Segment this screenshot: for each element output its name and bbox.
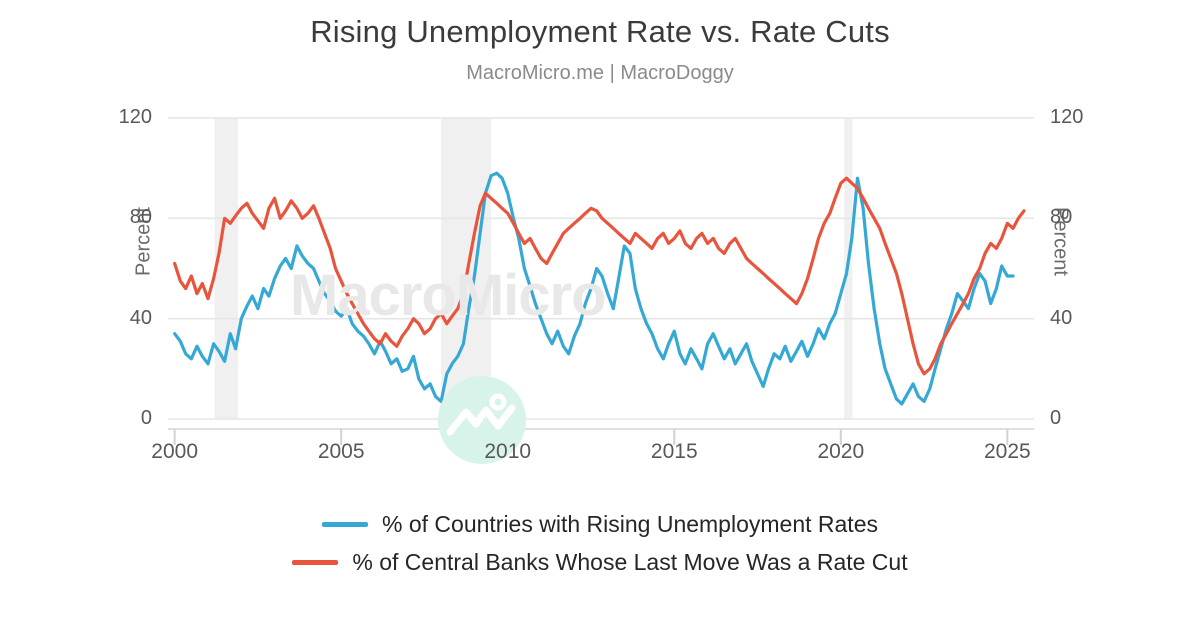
y-axis-tick-label-right: 80 [1050,206,1073,229]
y-axis-label-left: Percent [132,207,155,276]
chart-subtitle: MacroMicro.me | MacroDoggy [466,62,734,84]
x-axis-tick-label: 2020 [817,440,865,463]
y-axis-label-right: Percent [1049,207,1072,276]
y-axis-tick-label-right: 0 [1050,407,1062,429]
y-axis-tick-label-right: 120 [1050,106,1084,128]
y-axis-tick-label-right: 40 [1050,306,1073,329]
y-axis-tick-label-left: 40 [129,306,152,329]
legend-swatch-ratecut [292,559,339,565]
series-line-unemployment [173,171,1015,406]
y-axis-tick-label-left: 80 [129,206,152,229]
series-line-ratecut [173,176,1026,376]
y-axis-tick-label-left: 120 [118,106,152,128]
legend-swatch-unemployment [322,521,368,527]
x-axis-tick-label: 2005 [317,440,365,463]
legend-label-unemployment: % of Countries with Rising Unemployment … [382,510,878,537]
recession-band [214,118,238,419]
chart-legend: % of Countries with Rising Unemployment … [0,505,1200,581]
legend-label-ratecut: % of Central Banks Whose Last Move Was a… [352,548,908,575]
x-axis-tick-label: 2015 [650,440,698,463]
x-axis-tick-label: 2010 [484,440,532,463]
plot-area: Percent Percent 0 40 80 120 0 40 80 120 2000 20… [119,107,1083,464]
x-axis-tick-label: 2000 [151,440,199,463]
recession-band [441,118,492,419]
x-axis-tick-label: 2025 [983,440,1031,463]
chart-title: Rising Unemployment Rate vs. Rate Cuts [310,14,890,49]
legend-item[interactable]: % of Countries with Rising Unemployment … [0,505,1200,543]
legend-item[interactable]: % of Central Banks Whose Last Move Was a… [0,543,1200,581]
y-axis-tick-label-left: 0 [140,407,152,429]
plot-svg [168,117,1034,445]
